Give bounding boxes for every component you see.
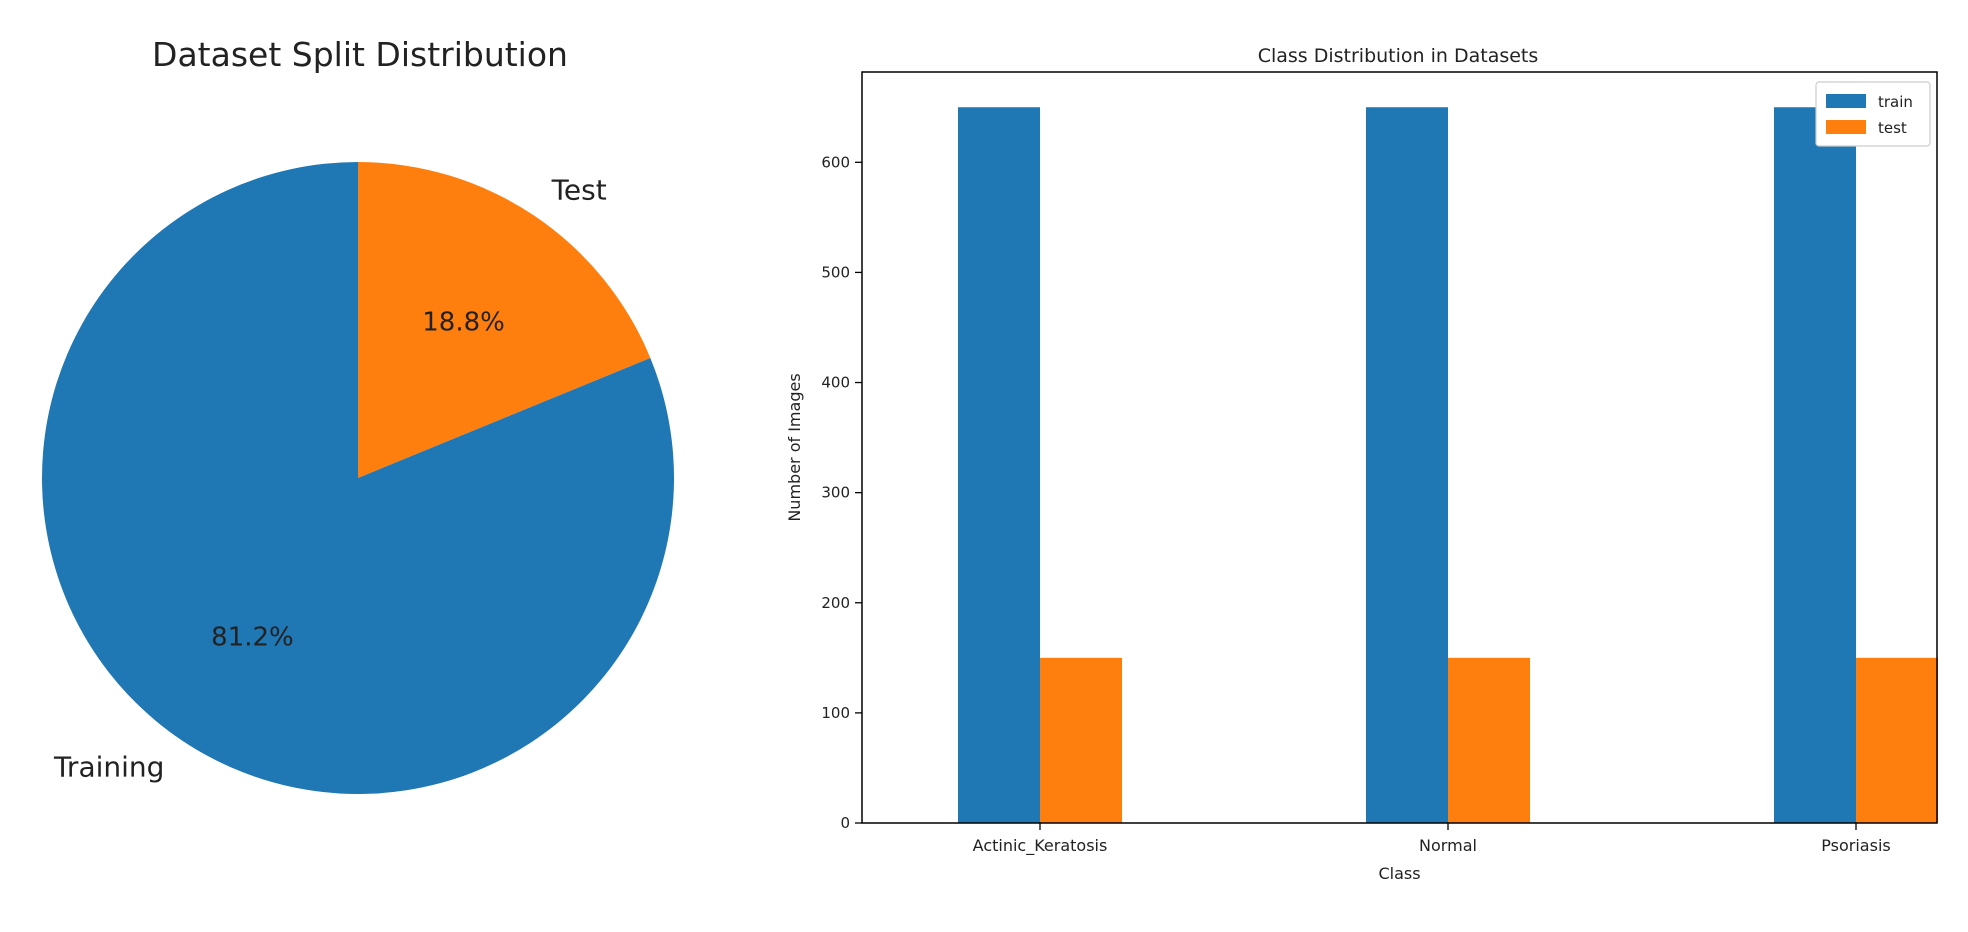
pie-slice-training	[42, 162, 675, 794]
bar-train-actinic_keratosis	[958, 107, 1040, 823]
y-axis-label: Number of Images	[785, 373, 804, 521]
bar-test-normal	[1448, 657, 1530, 823]
pie-label-test: Test	[551, 173, 607, 206]
y-tick-label: 500	[821, 263, 850, 281]
y-tick-label: 0	[840, 814, 850, 832]
bar-chart-title: Class Distribution in Datasets	[1258, 45, 1539, 67]
y-tick-label: 600	[821, 153, 850, 171]
legend-swatch-train	[1826, 94, 1866, 108]
legend-swatch-test	[1826, 120, 1866, 134]
y-tick-label: 300	[821, 484, 850, 502]
legend-label-test: test	[1878, 119, 1907, 137]
y-tick-label: 400	[821, 374, 850, 392]
legend: train test	[1815, 81, 1931, 147]
y-tick-label: 100	[821, 704, 850, 722]
x-tick-label: Normal	[1419, 836, 1477, 855]
bar-train-normal	[1366, 107, 1448, 823]
pie-chart-title: Dataset Split Distribution	[152, 35, 568, 74]
y-tick-label: 200	[821, 594, 850, 612]
pie-slice-test	[358, 162, 651, 478]
bar-test-psoriasis	[1856, 657, 1938, 823]
x-tick-label: Actinic_Keratosis	[973, 836, 1108, 856]
pie-pct-label-training: 81.2%	[211, 622, 294, 652]
x-axis-label: Class	[1378, 864, 1420, 883]
legend-label-train: train	[1878, 93, 1913, 111]
pie-pct-label-test: 18.8%	[422, 308, 505, 338]
pie-chart: Dataset Split Distribution 18.8% Test 81.2…	[42, 35, 675, 794]
bar-test-actinic_keratosis	[1040, 657, 1122, 823]
bar-train-psoriasis	[1774, 107, 1856, 823]
x-tick-label: Psoriasis	[1821, 836, 1890, 855]
bar-chart: Class Distribution in Datasets 0 100 200 30…	[785, 45, 1938, 883]
legend-box	[1815, 81, 1931, 147]
plot-area-frame	[861, 71, 1938, 824]
pie-label-training: Training	[53, 751, 164, 784]
